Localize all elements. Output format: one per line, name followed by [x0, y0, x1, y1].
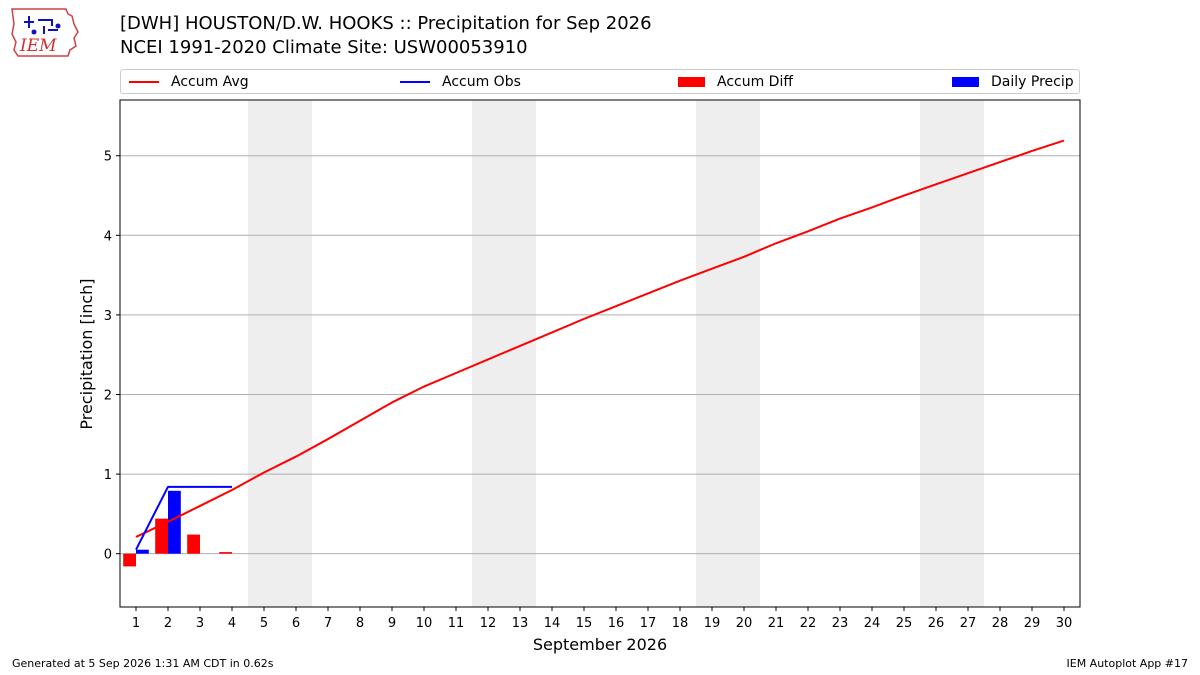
legend-label-accum-diff: Accum Diff	[717, 74, 794, 90]
y-tick-label: 0	[104, 548, 112, 563]
x-tick-label: 23	[832, 616, 849, 631]
x-tick-label: 25	[896, 616, 913, 631]
logo-text: IEM	[19, 36, 57, 56]
x-tick-label: 19	[704, 616, 721, 631]
chart-subtitle: NCEI 1991-2020 Climate Site: USW00053910	[120, 37, 528, 58]
x-tick-label: 16	[608, 616, 625, 631]
legend-item-accum-avg: Accum Avg	[129, 73, 249, 91]
x-tick-label: 27	[960, 616, 977, 631]
x-tick-label: 28	[992, 616, 1009, 631]
legend-swatch-accum-obs	[400, 81, 430, 83]
x-tick-label: 30	[1056, 616, 1073, 631]
x-axis-label: September 2026	[533, 635, 667, 654]
accum-avg-line	[135, 139, 1065, 538]
x-tick-label: 9	[388, 616, 396, 631]
x-tick-label: 7	[324, 616, 332, 631]
x-tick-label: 26	[928, 616, 945, 631]
y-tick-label: 2	[104, 388, 112, 403]
legend: Accum Avg Accum Obs Accum Diff Daily Pre…	[120, 69, 1080, 94]
legend-item-daily-precip: Daily Precip	[952, 73, 1074, 91]
weekend-shading	[248, 100, 984, 607]
accum-diff-bar	[123, 553, 136, 567]
y-tick-label: 3	[104, 309, 112, 324]
x-tick-label: 20	[736, 616, 753, 631]
iem-logo: IEM	[11, 8, 79, 57]
x-tick-label: 13	[512, 616, 529, 631]
footer-app-text: IEM Autoplot App #17	[1066, 657, 1189, 670]
x-tick-label: 29	[1024, 616, 1041, 631]
x-tick-label: 12	[480, 616, 497, 631]
x-tick-label: 8	[356, 616, 364, 631]
daily-precip-bar	[168, 490, 181, 554]
x-tick-label: 4	[228, 616, 236, 631]
weekend-shade	[920, 100, 984, 607]
x-tick-label: 11	[448, 616, 465, 631]
x-tick-label: 24	[864, 616, 881, 631]
legend-label-accum-avg: Accum Avg	[171, 74, 249, 90]
x-tick-label: 2	[164, 616, 172, 631]
bars	[123, 490, 232, 567]
x-tick-label: 15	[576, 616, 593, 631]
x-tick-label: 6	[292, 616, 300, 631]
accum-obs-line	[135, 485, 232, 551]
legend-label-daily-precip: Daily Precip	[991, 74, 1074, 90]
y-tick-label: 5	[104, 150, 112, 165]
y-tick-label: 4	[104, 229, 112, 244]
x-tick-label: 17	[640, 616, 657, 631]
x-tick-label: 22	[800, 616, 817, 631]
x-tick-label: 14	[544, 616, 561, 631]
chart-title: [DWH] HOUSTON/D.W. HOOKS :: Precipitatio…	[120, 13, 652, 34]
legend-swatch-accum-avg	[129, 81, 159, 83]
y-tick-label: 1	[104, 468, 112, 483]
weekend-shade	[248, 100, 312, 607]
x-tick-label: 10	[416, 616, 433, 631]
x-tick-label: 5	[260, 616, 268, 631]
legend-swatch-accum-diff	[678, 77, 705, 87]
x-tick-label: 21	[768, 616, 785, 631]
gridlines	[120, 155, 1080, 555]
footer-generated-text: Generated at 5 Sep 2026 1:31 AM CDT in 0…	[12, 657, 274, 670]
accum-diff-bar	[187, 534, 200, 554]
daily-precip-bar	[136, 549, 149, 554]
x-tick-label: 1	[132, 616, 140, 631]
x-tick-label: 3	[196, 616, 204, 631]
legend-item-accum-diff: Accum Diff	[678, 73, 793, 91]
accum-diff-bar	[219, 552, 232, 554]
weekend-shade	[696, 100, 760, 607]
plot-frame	[119, 99, 1081, 608]
y-axis-label: Precipitation [inch]	[77, 278, 96, 429]
legend-label-accum-obs: Accum Obs	[442, 74, 521, 90]
x-tick-label: 18	[672, 616, 689, 631]
legend-item-accum-obs: Accum Obs	[400, 73, 521, 91]
legend-swatch-daily-precip	[952, 77, 979, 87]
lines	[135, 139, 1065, 551]
